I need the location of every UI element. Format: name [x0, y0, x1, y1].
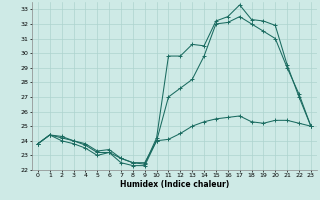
X-axis label: Humidex (Indice chaleur): Humidex (Indice chaleur)	[120, 180, 229, 189]
